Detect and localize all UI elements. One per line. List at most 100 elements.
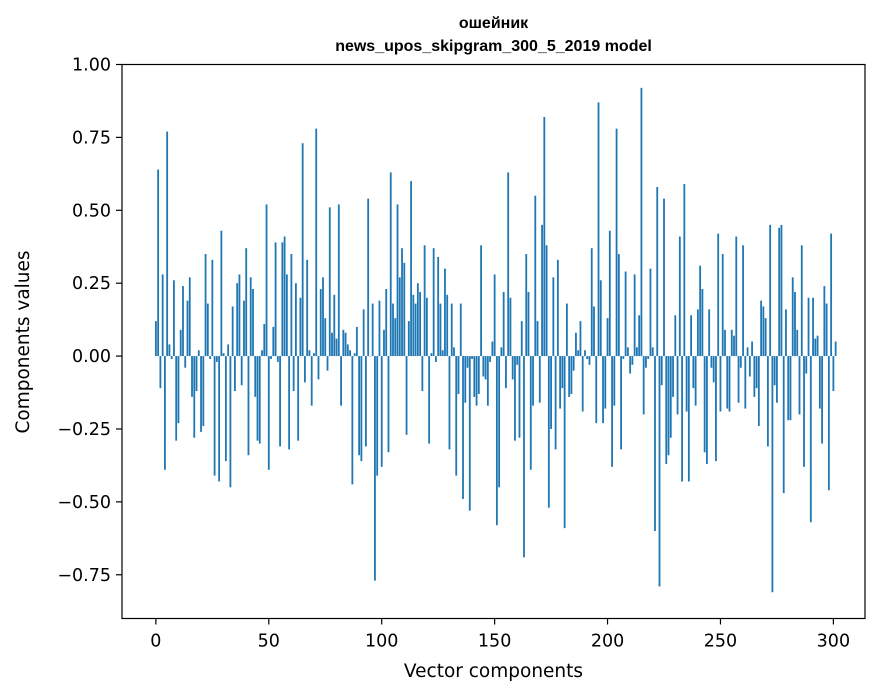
bar: [753, 356, 756, 397]
bar: [748, 356, 751, 377]
bar: [202, 356, 205, 427]
bar: [703, 356, 706, 453]
bar: [554, 356, 557, 450]
bar: [624, 271, 627, 357]
x-tick-label: 200: [591, 632, 624, 652]
y-tick-label: −0.50: [57, 493, 111, 513]
bar: [678, 236, 681, 357]
bar: [322, 277, 324, 357]
bar: [274, 242, 277, 357]
bar: [489, 356, 492, 362]
bar: [342, 329, 345, 357]
bar: [267, 356, 270, 470]
bar: [751, 341, 753, 357]
bar: [466, 356, 469, 368]
bar: [502, 291, 505, 357]
bar: [306, 259, 309, 357]
bar: [766, 356, 769, 447]
bar: [733, 335, 735, 357]
bar: [328, 207, 331, 357]
bar: [581, 356, 584, 412]
bar: [663, 198, 665, 357]
bar: [437, 256, 440, 357]
bar: [602, 356, 604, 424]
bar: [500, 347, 503, 357]
bar: [224, 356, 227, 462]
bar: [423, 245, 426, 357]
bar: [324, 318, 327, 357]
bar: [649, 268, 652, 357]
plot-area-frame: [121, 63, 866, 620]
bar: [507, 172, 510, 357]
bar: [218, 356, 221, 482]
bar: [412, 294, 415, 357]
bar: [297, 356, 300, 441]
bar: [570, 356, 573, 394]
bar: [353, 353, 356, 357]
bar: [798, 356, 801, 415]
bar: [595, 356, 598, 424]
bar: [588, 356, 591, 365]
bar: [812, 297, 814, 357]
bar: [175, 356, 178, 441]
bar: [593, 306, 595, 357]
bar: [545, 245, 548, 357]
bar: [568, 356, 571, 397]
y-tick-label: −0.25: [57, 420, 111, 440]
bar: [281, 242, 284, 357]
bar: [803, 356, 805, 467]
bar: [708, 309, 711, 357]
bar: [536, 321, 539, 357]
bar: [730, 329, 733, 357]
bar: [658, 356, 661, 587]
y-tick-label: 0.25: [72, 274, 111, 294]
bar: [231, 306, 234, 357]
bar: [579, 321, 582, 357]
bar: [464, 356, 467, 403]
bar: [159, 356, 162, 389]
bar: [394, 318, 397, 357]
bar: [294, 283, 297, 357]
bar: [340, 356, 342, 406]
bar: [805, 356, 808, 374]
bar: [425, 297, 428, 357]
bar: [620, 356, 622, 450]
bar: [617, 254, 620, 357]
bar: [780, 224, 783, 357]
bar: [547, 356, 550, 508]
bar: [807, 297, 810, 357]
bar: [681, 356, 683, 482]
x-tick-label: 100: [365, 632, 398, 652]
bar: [735, 236, 738, 357]
bar: [782, 356, 785, 494]
bar: [258, 356, 261, 444]
bar: [222, 353, 225, 357]
bar: [265, 204, 268, 357]
bar: [523, 356, 525, 558]
bar: [834, 341, 837, 357]
bar: [699, 265, 702, 357]
bar: [157, 169, 160, 357]
bar: [211, 259, 214, 357]
bar: [254, 356, 257, 397]
bar: [215, 356, 218, 362]
bar: [527, 291, 530, 357]
bar: [651, 347, 654, 357]
bar: [358, 356, 361, 456]
bar: [827, 356, 830, 491]
bar: [715, 356, 717, 462]
bar: [462, 356, 464, 499]
bar: [355, 326, 358, 357]
bar: [308, 350, 311, 357]
y-tick-label: 0.50: [72, 201, 111, 221]
bar: [457, 356, 460, 394]
bar: [739, 356, 742, 368]
bar: [516, 356, 519, 365]
bar: [331, 332, 333, 357]
bar: [351, 356, 354, 485]
bar: [800, 245, 803, 357]
bar: [764, 318, 767, 357]
bar: [249, 277, 252, 357]
bar: [597, 102, 600, 357]
